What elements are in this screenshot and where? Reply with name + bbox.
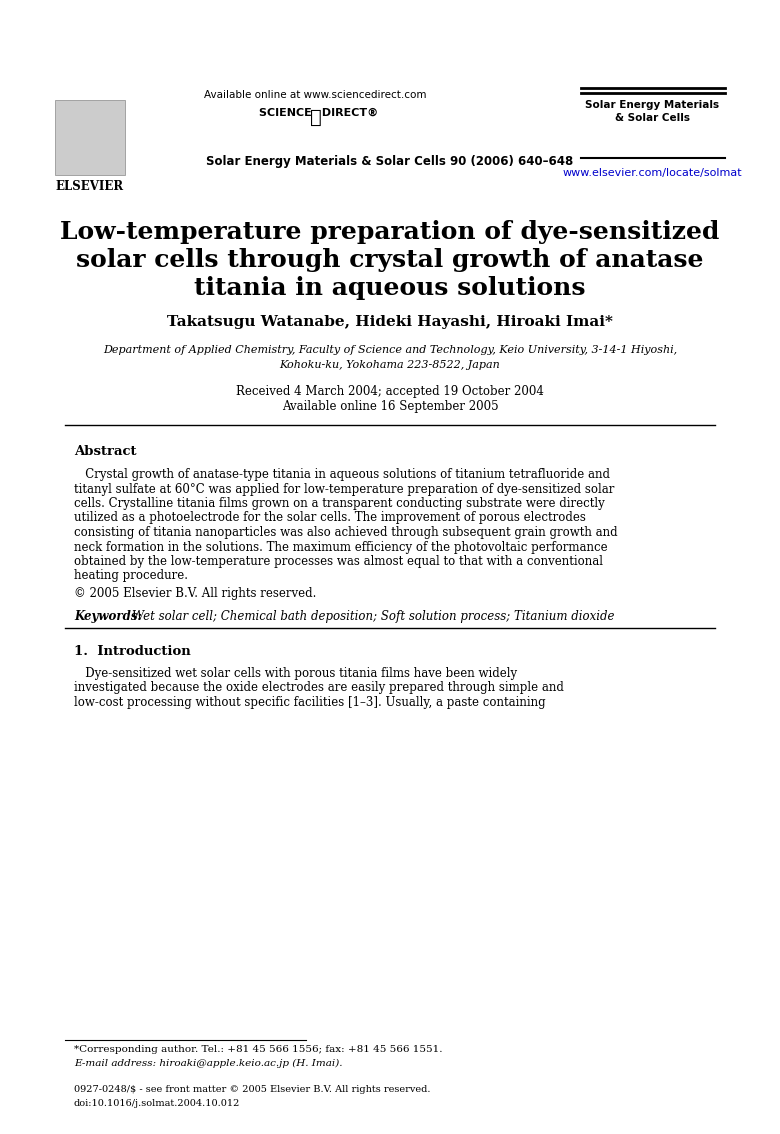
Text: *Corresponding author. Tel.: +81 45 566 1556; fax: +81 45 566 1551.: *Corresponding author. Tel.: +81 45 566 … [74, 1046, 442, 1053]
Text: cells. Crystalline titania films grown on a transparent conducting substrate wer: cells. Crystalline titania films grown o… [74, 497, 605, 510]
Text: Solar Energy Materials & Solar Cells 90 (2006) 640–648: Solar Energy Materials & Solar Cells 90 … [207, 155, 573, 168]
Text: solar cells through crystal growth of anatase: solar cells through crystal growth of an… [76, 248, 704, 272]
Text: low-cost processing without specific facilities [1–3]. Usually, a paste containi: low-cost processing without specific fac… [74, 696, 545, 709]
Text: Received 4 March 2004; accepted 19 October 2004: Received 4 March 2004; accepted 19 Octob… [236, 386, 544, 398]
Text: Department of Applied Chemistry, Faculty of Science and Technology, Keio Univers: Department of Applied Chemistry, Faculty… [103, 345, 677, 355]
Text: consisting of titania nanoparticles was also achieved through subsequent grain g: consisting of titania nanoparticles was … [74, 526, 618, 539]
Text: E-mail address: hiroaki@apple.keio.ac.jp (H. Imai).: E-mail address: hiroaki@apple.keio.ac.jp… [74, 1059, 342, 1068]
Text: investigated because the oxide electrodes are easily prepared through simple and: investigated because the oxide electrode… [74, 682, 564, 694]
Text: Takatsugu Watanabe, Hideki Hayashi, Hiroaki Imai*: Takatsugu Watanabe, Hideki Hayashi, Hiro… [167, 315, 613, 329]
Text: titania in aqueous solutions: titania in aqueous solutions [194, 276, 586, 301]
Text: obtained by the low-temperature processes was almost equal to that with a conven: obtained by the low-temperature processe… [74, 555, 603, 568]
Text: 1.  Introduction: 1. Introduction [74, 645, 190, 658]
Text: © 2005 Elsevier B.V. All rights reserved.: © 2005 Elsevier B.V. All rights reserved… [74, 587, 317, 600]
Text: ELSEVIER: ELSEVIER [55, 180, 124, 193]
Text: Wet solar cell; Chemical bath deposition; Soft solution process; Titanium dioxid: Wet solar cell; Chemical bath deposition… [133, 610, 615, 623]
Text: SCIENCE: SCIENCE [259, 108, 316, 118]
Text: Available online 16 September 2005: Available online 16 September 2005 [282, 400, 498, 413]
Text: DIRECT®: DIRECT® [318, 108, 378, 118]
Text: ⓓ: ⓓ [310, 108, 321, 127]
Text: Crystal growth of anatase-type titania in aqueous solutions of titanium tetraflu: Crystal growth of anatase-type titania i… [74, 468, 610, 481]
Text: doi:10.1016/j.solmat.2004.10.012: doi:10.1016/j.solmat.2004.10.012 [74, 1099, 240, 1108]
Text: Keywords:: Keywords: [74, 610, 142, 623]
Text: Dye-sensitized wet solar cells with porous titania films have been widely: Dye-sensitized wet solar cells with poro… [74, 667, 517, 680]
Text: heating procedure.: heating procedure. [74, 569, 188, 583]
Text: Abstract: Abstract [74, 445, 136, 458]
Text: Low-temperature preparation of dye-sensitized: Low-temperature preparation of dye-sensi… [60, 220, 720, 244]
Text: utilized as a photoelectrode for the solar cells. The improvement of porous elec: utilized as a photoelectrode for the sol… [74, 511, 586, 525]
Text: titanyl sulfate at 60°C was applied for low-temperature preparation of dye-sensi: titanyl sulfate at 60°C was applied for … [74, 482, 615, 496]
Text: Solar Energy Materials: Solar Energy Materials [585, 100, 719, 110]
Text: 0927-0248/$ - see front matter © 2005 Elsevier B.V. All rights reserved.: 0927-0248/$ - see front matter © 2005 El… [74, 1085, 431, 1094]
Text: Available online at www.sciencedirect.com: Available online at www.sciencedirect.co… [204, 90, 427, 100]
Text: neck formation in the solutions. The maximum efficiency of the photovoltaic perf: neck formation in the solutions. The max… [74, 541, 608, 553]
Bar [55, 100, 125, 175]
Text: www.elsevier.com/locate/solmat: www.elsevier.com/locate/solmat [562, 168, 742, 178]
Text: & Solar Cells: & Solar Cells [615, 113, 690, 122]
Text: Kohoku-ku, Yokohama 223-8522, Japan: Kohoku-ku, Yokohama 223-8522, Japan [279, 359, 501, 370]
